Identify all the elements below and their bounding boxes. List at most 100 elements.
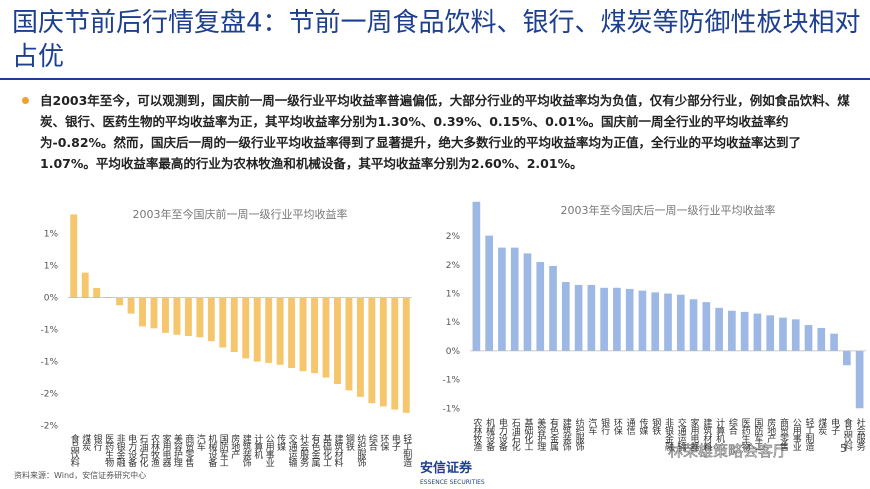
x-tick-label: 基础化工 [321,433,332,466]
x-tick-label: 电子 [829,417,840,435]
x-tick-label: 农林牧渔 [471,417,482,451]
x-tick-label: 煤炭 [80,433,91,452]
x-tick-label: 综合 [727,417,738,436]
bar [561,282,570,351]
x-tick-label: 煤炭 [816,417,827,436]
bar [472,201,481,351]
bar [116,297,124,306]
y-tick-label: -1% [442,376,460,386]
bar [625,288,634,351]
x-tick-label: 轻工制造 [401,433,412,468]
chart-title: 2003年至今国庆前一周一级行业平均收益率 [133,207,348,221]
bar [253,297,261,362]
bar [523,253,532,351]
x-tick-label: 美容护理 [172,433,183,467]
x-tick-label: 公用事业 [791,418,802,451]
watermark: 林荣雄策略会客厅 [668,442,788,460]
bar [651,292,660,351]
y-tick-label: -2% [40,390,58,400]
bar [311,297,318,374]
x-tick-label: 电力设备 [126,433,137,467]
bar [804,325,813,351]
x-tick-label: 房地产 [765,417,776,444]
bar [230,297,238,352]
bar [587,284,596,351]
x-tick-label: 国防军工 [752,418,763,450]
x-tick-label: 汽车 [586,417,597,436]
x-tick-label: 家用电器 [689,417,700,451]
bar [536,261,545,351]
y-tick-label: 2% [446,232,461,242]
bar [70,214,78,298]
x-tick-label: 国防军工 [218,434,229,466]
bar [345,297,353,391]
bar [162,297,169,333]
x-tick-label: 机械设备 [484,417,495,451]
x-tick-label: 电子 [390,433,401,451]
y-tick-label: -1% [442,404,460,414]
x-tick-label: 医药生物 [740,418,751,452]
bar [276,297,284,365]
x-tick-label: 建筑材料 [332,433,343,468]
bar [402,297,410,413]
x-tick-label: 美容护理 [535,417,546,451]
bar [600,287,608,351]
y-tick-label: 1% [44,262,59,272]
slide-title: 国庆节前后行情复盘4：节前一周食品饮料、银行、煤炭等防御性板块相对占优 [12,8,861,72]
source-note: 资料来源：Wind，安信证券研究中心 [14,470,146,480]
bar [753,313,762,351]
bar [779,317,787,351]
bar [510,247,519,351]
y-tick-label: 0% [44,294,59,304]
x-tick-label: 基础化工 [522,417,533,450]
x-tick-label: 环保 [612,418,623,436]
y-tick-label: 1% [44,230,59,240]
page-number: 5 [840,442,847,455]
bar [299,297,307,372]
x-tick-label: 有色金属 [310,433,321,468]
bar [368,297,376,404]
title-rule [0,78,870,80]
bar [93,288,101,298]
x-tick-label: 钢铁 [344,433,355,452]
bar [322,297,330,378]
y-tick-label: 1% [446,318,461,328]
bar [379,297,387,407]
bar [81,272,89,298]
x-tick-label: 电力设备 [497,417,508,451]
bar [356,297,364,397]
x-tick-label: 非银金融 [663,417,674,452]
bar [485,235,493,351]
bar [391,297,399,410]
bar [728,310,736,351]
x-tick-label: 农林牧渔 [149,433,160,467]
x-tick-label: 交通运输 [287,433,298,468]
bar [150,297,158,329]
x-tick-label: 钢铁 [650,417,661,436]
x-tick-label: 轻工制造 [804,417,815,452]
x-tick-label: 石油石化 [510,418,521,452]
x-tick-label: 社会服务 [855,417,866,452]
x-tick-label: 建筑材料 [701,417,712,452]
x-tick-label: 非银金融 [115,433,126,468]
y-tick-label: -1% [40,326,58,336]
bar [219,297,227,348]
bar [676,294,685,351]
bar [139,297,146,327]
x-tick-label: 食品饮料 [69,433,80,468]
x-tick-label: 综合 [367,433,378,452]
x-tick-label: 传媒 [637,417,648,436]
y-tick-label: 2% [446,261,461,271]
bar [173,297,181,335]
x-tick-label: 银行 [599,417,610,436]
x-tick-label: 环保 [378,434,389,452]
x-tick-label: 传媒 [275,433,286,452]
x-tick-label: 石油石化 [138,434,149,468]
bar [207,297,215,342]
x-tick-label: 有色金属 [548,417,559,452]
bar [288,297,296,368]
bar [740,311,749,351]
x-tick-label: 商贸零售 [183,433,194,468]
